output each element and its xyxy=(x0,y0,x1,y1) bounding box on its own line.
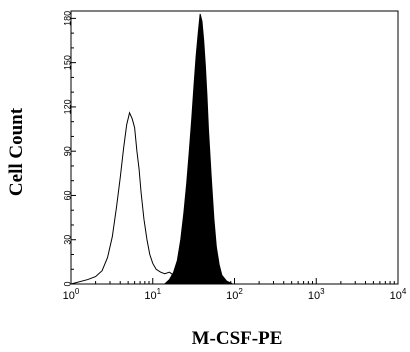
x-tick-label: 101 xyxy=(144,287,161,302)
ticks-layer: 0 30 60 90 120 150 180 100 101 102 103 104 xyxy=(62,11,407,302)
y-tick-label: 120 xyxy=(62,99,72,114)
y-tick-label: 150 xyxy=(62,55,72,70)
x-tick-label: 102 xyxy=(226,287,243,302)
series-layer xyxy=(70,13,398,285)
histogram-filled-series xyxy=(163,13,233,285)
x-tick-label: 103 xyxy=(308,287,325,302)
plot-frame xyxy=(70,10,399,285)
x-axis-label: M-CSF-PE xyxy=(192,328,283,349)
x-tick-label: 100 xyxy=(63,287,80,302)
histogram-outline-series xyxy=(70,111,398,285)
y-tick-label: 0 xyxy=(62,281,72,286)
y-axis-label: Cell Count xyxy=(6,107,27,196)
y-tick-label: 30 xyxy=(62,235,72,245)
y-tick-label: 60 xyxy=(62,190,72,200)
y-tick-label: 90 xyxy=(62,146,72,156)
x-tick-label: 104 xyxy=(390,287,407,302)
y-tick-label: 180 xyxy=(62,11,72,26)
